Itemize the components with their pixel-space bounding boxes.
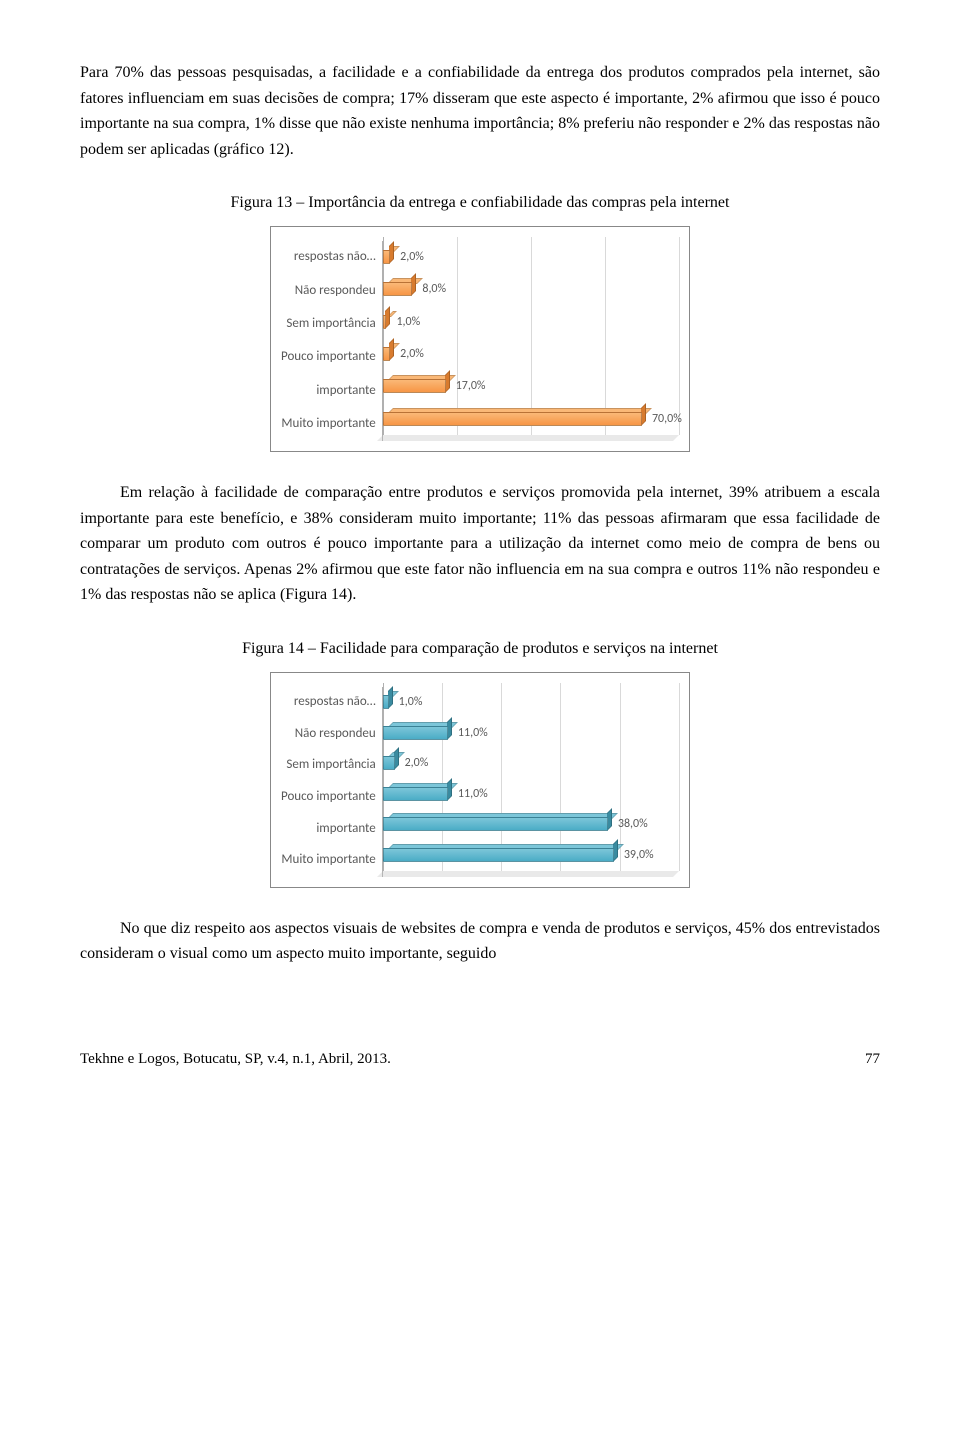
chart-category-label: Pouco importante: [281, 347, 376, 368]
chart-category-label: Sem importância: [281, 314, 376, 335]
chart-data-label: 39,0%: [624, 846, 654, 865]
chart-bar: [383, 347, 390, 361]
chart-bar: [383, 787, 448, 801]
chart-data-label: 8,0%: [422, 280, 446, 299]
figure13-chart: respostas não… Não respondeu Sem importânc…: [270, 226, 690, 452]
chart-bar: [383, 315, 387, 329]
chart-category-label: Muito importante: [281, 850, 376, 871]
chart-category-label: importante: [281, 819, 376, 840]
footer-page-number: 77: [865, 1047, 880, 1071]
chart-data-label: 70,0%: [652, 410, 682, 429]
chart-category-label: respostas não…: [281, 247, 376, 268]
figure14-chart: respostas não… Não respondeu Sem importânc…: [270, 672, 690, 888]
chart-data-label: 11,0%: [458, 785, 488, 804]
chart-bar: [383, 756, 395, 770]
chart-data-label: 1,0%: [399, 693, 423, 712]
chart-data-label: 17,0%: [456, 377, 486, 396]
page-footer: Tekhne e Logos, Botucatu, SP, v.4, n.1, …: [80, 1047, 880, 1071]
chart-category-label: Pouco importante: [281, 787, 376, 808]
paragraph-2: Em relação à facilidade de comparação en…: [80, 480, 880, 608]
chart-category-label: respostas não…: [281, 692, 376, 713]
chart-category-label: Não respondeu: [281, 724, 376, 745]
chart-bar: [383, 282, 413, 296]
chart-data-label: 38,0%: [618, 815, 648, 834]
paragraph-3: No que diz respeito aos aspectos visuais…: [80, 916, 880, 967]
figure14-caption: Figura 14 – Facilidade para comparação d…: [80, 636, 880, 662]
chart-bar: [383, 250, 390, 264]
footer-citation: Tekhne e Logos, Botucatu, SP, v.4, n.1, …: [80, 1047, 391, 1071]
figure13-caption: Figura 13 – Importância da entrega e con…: [80, 190, 880, 216]
chart-data-label: 2,0%: [405, 754, 429, 773]
chart-data-label: 2,0%: [400, 248, 424, 267]
chart-bar: [383, 817, 608, 831]
chart-category-label: Sem importância: [281, 755, 376, 776]
chart-bar: [383, 412, 642, 426]
chart-data-label: 11,0%: [458, 724, 488, 743]
paragraph-1: Para 70% das pessoas pesquisadas, a faci…: [80, 60, 880, 162]
chart-category-label: Não respondeu: [281, 281, 376, 302]
chart-bar: [383, 379, 446, 393]
chart-data-label: 2,0%: [400, 345, 424, 364]
chart-category-label: importante: [281, 381, 376, 402]
chart-bar: [383, 848, 614, 862]
chart-category-label: Muito importante: [281, 414, 376, 435]
chart-data-label: 1,0%: [396, 313, 420, 332]
chart-bar: [383, 695, 389, 709]
chart-bar: [383, 726, 448, 740]
